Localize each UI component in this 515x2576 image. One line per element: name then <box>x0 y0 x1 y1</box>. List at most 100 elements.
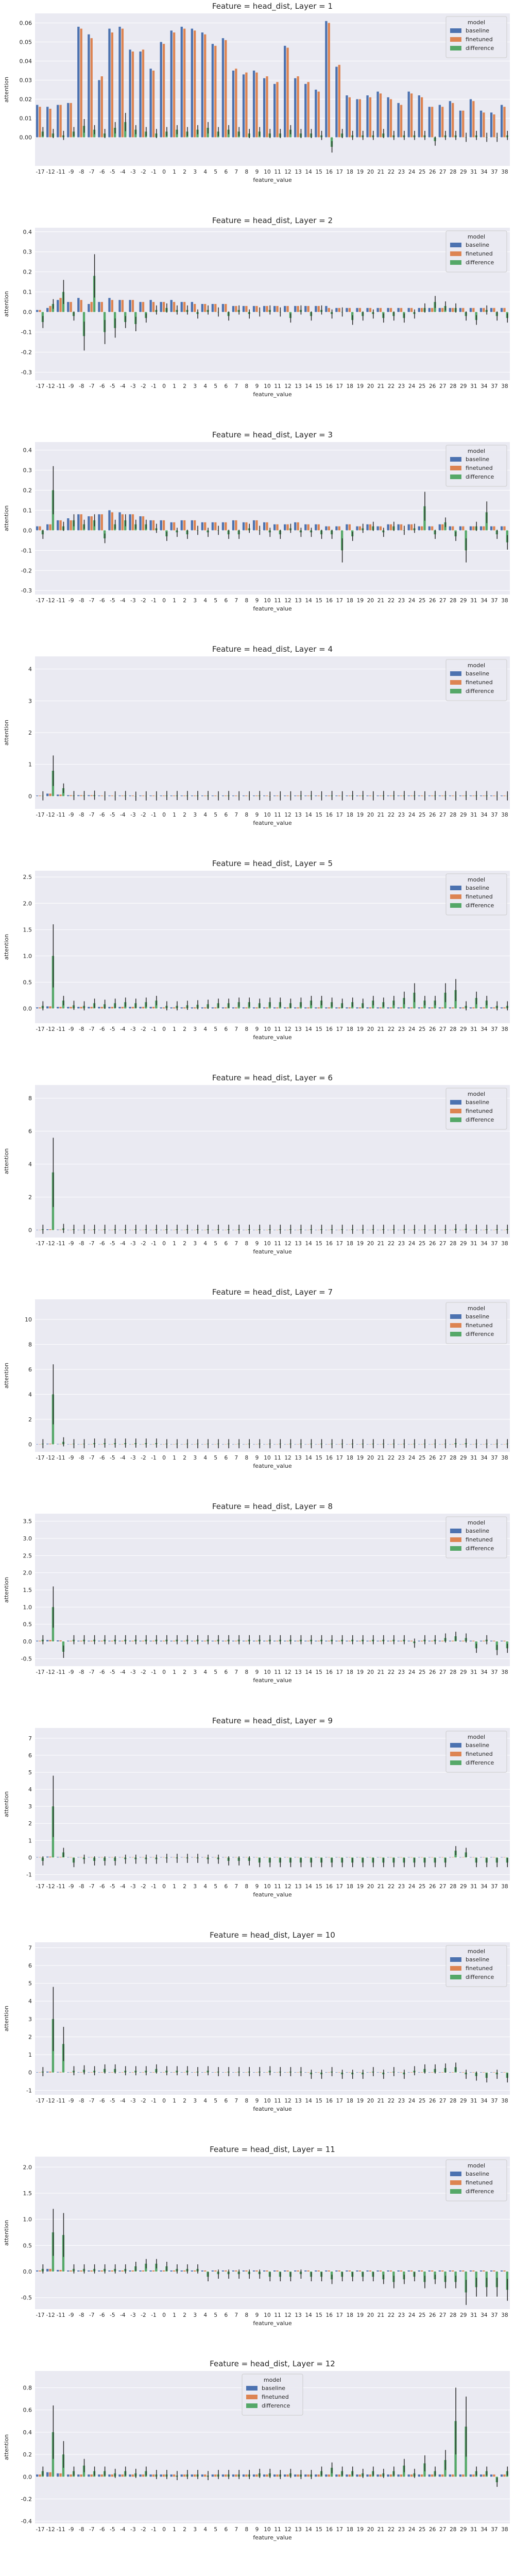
bar-finetuned <box>90 2474 93 2477</box>
bar-baseline <box>67 2072 70 2073</box>
x-tick-label: 28 <box>450 812 456 818</box>
x-tick-label: 9 <box>255 383 259 389</box>
bar-finetuned <box>194 795 196 796</box>
bar-finetuned <box>348 97 351 138</box>
x-tick-label: 12 <box>284 383 291 389</box>
bar-baseline <box>98 302 100 312</box>
bar-baseline <box>36 105 39 138</box>
x-tick-label: -12 <box>46 2098 55 2104</box>
bar-baseline <box>325 2474 328 2477</box>
x-tick-label: 13 <box>295 2098 301 2104</box>
legend-swatch-difference <box>450 903 461 908</box>
x-tick-label: -17 <box>36 812 44 818</box>
x-tick-label: 37 <box>491 598 497 604</box>
bar-finetuned <box>100 1007 103 1009</box>
bar-finetuned <box>276 1444 279 1445</box>
x-tick-label: 12 <box>284 2098 291 2104</box>
x-tick-label: -4 <box>120 169 126 175</box>
bar-baseline <box>149 520 152 531</box>
x-tick-label: 1 <box>173 2527 176 2533</box>
bar-baseline <box>67 2474 70 2477</box>
x-tick-label: 18 <box>347 2527 353 2533</box>
bar-baseline <box>315 90 317 138</box>
bar-finetuned <box>410 795 413 796</box>
y-axis-label: attention <box>3 2220 10 2246</box>
legend-title: model <box>264 2377 281 2383</box>
legend-swatch-finetuned <box>450 1537 461 1542</box>
bar-baseline <box>428 1007 431 1009</box>
x-tick-label: -1 <box>151 2312 156 2318</box>
chart-layer-10: Feature = head_dist, Layer = 10-10123456… <box>3 1930 510 2112</box>
bar-baseline <box>418 2270 420 2272</box>
bar-finetuned <box>70 1444 72 1445</box>
x-tick-label: 4 <box>203 2312 207 2318</box>
x-tick-label: -2 <box>141 1241 146 1247</box>
bar-finetuned <box>131 1007 134 1009</box>
bar-finetuned <box>255 2270 258 2272</box>
x-tick-label: 26 <box>429 1669 436 1675</box>
x-tick-label: -4 <box>120 1669 126 1675</box>
x-tick-label: 29 <box>460 812 467 818</box>
bar-finetuned <box>245 2270 248 2272</box>
y-tick-label: 0.4 <box>23 447 32 454</box>
x-tick-label: 25 <box>419 1241 425 1247</box>
bar-baseline <box>397 2270 400 2272</box>
x-tick-label: 3 <box>193 2312 197 2318</box>
bar-baseline <box>335 1007 338 1009</box>
bar-baseline <box>284 2270 286 2272</box>
bar-baseline <box>500 1007 503 1009</box>
chart-layer-8: Feature = head_dist, Layer = 8-0.50.00.5… <box>3 1502 510 1684</box>
y-tick-label: 3 <box>28 2016 32 2023</box>
x-tick-label: 7 <box>235 1026 238 1032</box>
bar-baseline <box>418 795 420 796</box>
bar-finetuned <box>297 2072 299 2073</box>
x-tick-label: 2 <box>183 2527 186 2533</box>
bar-baseline <box>211 2072 214 2073</box>
bar-baseline <box>366 524 369 531</box>
bar-finetuned <box>80 795 82 796</box>
legend-label-finetuned: finetuned <box>466 679 493 686</box>
y-tick-label: 6 <box>28 1962 32 1969</box>
bar-finetuned <box>452 526 454 531</box>
bar-finetuned <box>338 526 340 531</box>
x-tick-label: -11 <box>57 1455 65 1461</box>
x-tick-label: -2 <box>141 1884 146 1890</box>
bar-baseline <box>459 2072 462 2073</box>
x-tick-label: 14 <box>305 2527 312 2533</box>
x-tick-label: 6 <box>224 169 228 175</box>
x-tick-label: 5 <box>214 1241 217 1247</box>
bar-finetuned <box>173 522 176 531</box>
bar-baseline <box>366 308 369 312</box>
bar-finetuned <box>100 2474 103 2477</box>
x-tick-label: -1 <box>151 1669 156 1675</box>
x-tick-label: 2 <box>183 169 186 175</box>
bar-baseline <box>160 1007 162 1009</box>
bar-finetuned <box>379 1444 382 1445</box>
bar-finetuned <box>111 300 113 312</box>
bar-baseline <box>325 306 328 312</box>
bar-baseline <box>459 1007 462 1009</box>
bar-finetuned <box>307 2072 310 2073</box>
bar-finetuned <box>379 2270 382 2272</box>
y-tick-label: 0.1 <box>23 289 32 296</box>
x-tick-label: -2 <box>141 2312 146 2318</box>
x-tick-label: -4 <box>120 2312 126 2318</box>
bar-finetuned <box>338 64 340 138</box>
bar-finetuned <box>173 2270 176 2272</box>
bar-baseline <box>36 795 39 796</box>
x-tick-label: 17 <box>336 1669 343 1675</box>
bar-finetuned <box>410 2474 413 2477</box>
bar-baseline <box>88 2072 90 2073</box>
bar-baseline <box>46 2268 49 2272</box>
legend-swatch-finetuned <box>450 37 461 42</box>
x-tick-label: -9 <box>68 1669 74 1675</box>
x-tick-label: 12 <box>284 598 291 604</box>
bar-finetuned <box>131 1857 134 1858</box>
x-tick-label: 19 <box>357 1884 364 1890</box>
bar-baseline <box>211 1857 214 1858</box>
x-tick-label: 31 <box>470 169 477 175</box>
bar-finetuned <box>100 514 103 531</box>
x-tick-label: 4 <box>203 1241 207 1247</box>
bar-baseline <box>118 2474 121 2477</box>
x-tick-label: -12 <box>46 812 55 818</box>
